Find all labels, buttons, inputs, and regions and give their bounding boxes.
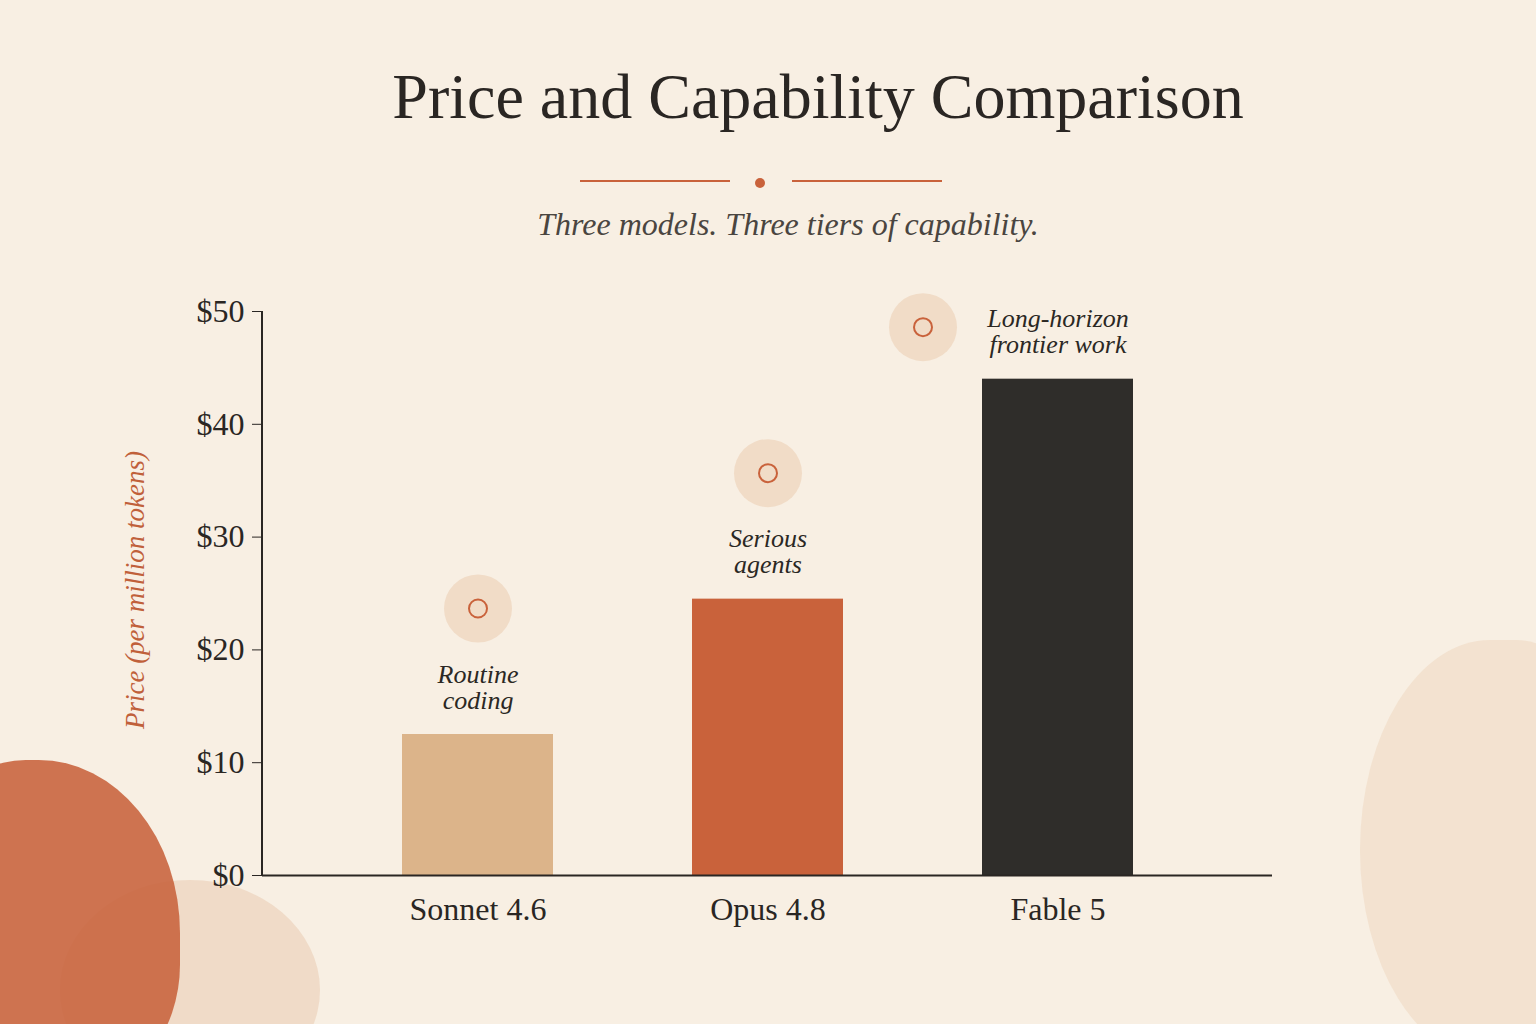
svg-text:$0: $0 (213, 857, 245, 893)
svg-text:Opus 4.8: Opus 4.8 (710, 891, 826, 927)
svg-text:$10: $10 (197, 744, 245, 780)
svg-text:$50: $50 (197, 293, 245, 329)
svg-text:$20: $20 (197, 631, 245, 667)
svg-text:Routinecoding: Routinecoding (437, 660, 519, 715)
svg-text:Long-horizonfrontier work: Long-horizonfrontier work (986, 304, 1129, 359)
svg-text:Sonnet 4.6: Sonnet 4.6 (410, 891, 547, 927)
html-text:Price (per million tokens): Price (per million tokens) (119, 450, 150, 730)
html-text:Three models. Three tiers of c: Three models. Three tiers of capability. (537, 206, 1039, 242)
svg-text:Fable 5: Fable 5 (1010, 891, 1105, 927)
svg-text:$30: $30 (197, 518, 245, 554)
svg-text:Seriousagents: Seriousagents (729, 524, 807, 579)
svg-text:$40: $40 (197, 406, 245, 442)
html-text:Price and Capability Compariso: Price and Capability Comparison (392, 61, 1244, 132)
